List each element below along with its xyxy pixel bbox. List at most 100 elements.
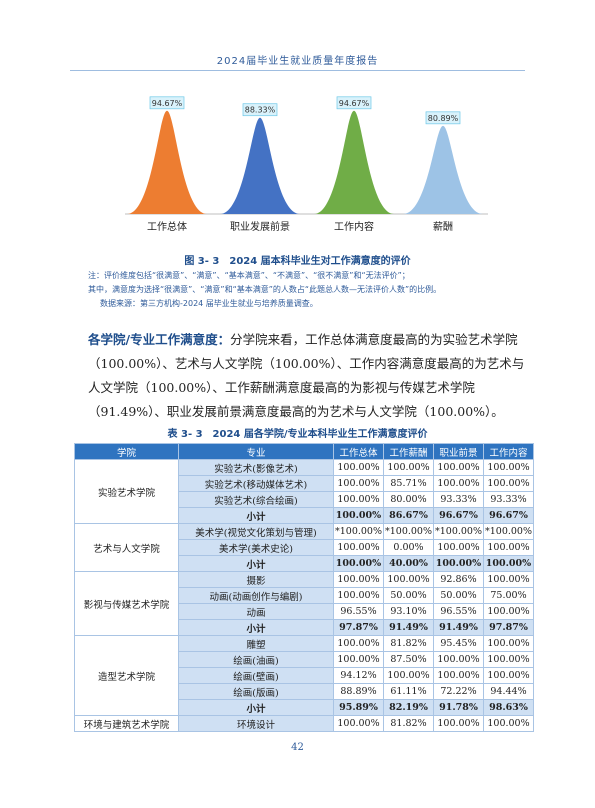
subtotal-label: 小计 xyxy=(178,619,334,636)
value-cell: 100.00% xyxy=(333,459,384,476)
value-cell: 100.00% xyxy=(333,555,384,572)
value-cell: *100.00% xyxy=(433,523,484,540)
college-cell: 造型艺术学院 xyxy=(74,635,179,716)
value-cell: 100.00% xyxy=(433,459,484,476)
header-prospect: 职业前景 xyxy=(433,443,484,460)
table-subtotal-row: 小计 97.87% 91.49% 91.49% 97.87% xyxy=(75,619,534,636)
value-cell: 94.44% xyxy=(483,683,534,700)
header-major: 专业 xyxy=(178,443,334,460)
value-cell: 91.49% xyxy=(383,619,434,636)
value-cell: 93.33% xyxy=(433,491,484,508)
value-cell: 81.82% xyxy=(383,715,434,732)
chart-category-label: 工作内容 xyxy=(334,220,374,233)
value-cell: 100.00% xyxy=(483,459,534,476)
value-cell: 100.00% xyxy=(483,715,534,732)
value-cell: 94.12% xyxy=(333,667,384,684)
value-cell: 93.10% xyxy=(383,603,434,620)
value-cell: 93.33% xyxy=(483,491,534,508)
value-cell: 100.00% xyxy=(483,603,534,620)
value-cell: 0.00% xyxy=(383,539,434,556)
value-cell: 72.22% xyxy=(433,683,484,700)
value-cell: 100.00% xyxy=(383,667,434,684)
value-cell: 88.89% xyxy=(333,683,384,700)
chart-peak xyxy=(403,125,483,214)
value-cell: 96.55% xyxy=(333,603,384,620)
value-cell: 100.00% xyxy=(333,491,384,508)
chart-category-label: 工作总体 xyxy=(147,220,187,233)
major-cell: 美术学(美术史论) xyxy=(178,539,334,556)
major-cell: 绘画(版画) xyxy=(178,683,334,700)
note-line-1: 注：评价维度包括“很满意”、“满意”、“基本满意”、“不满意”、“很不满意”和“… xyxy=(88,271,410,280)
value-cell: 61.11% xyxy=(383,683,434,700)
value-cell: 100.00% xyxy=(483,635,534,652)
value-cell: 95.89% xyxy=(333,699,384,716)
table-header-row: 学院 专业 工作总体 工作薪酬 职业前景 工作内容 xyxy=(74,443,534,460)
chart-peak xyxy=(220,117,300,214)
value-cell: 75.00% xyxy=(483,587,534,604)
value-cell: 91.78% xyxy=(433,699,484,716)
value-cell: 100.00% xyxy=(433,539,484,556)
value-cell: 100.00% xyxy=(483,475,534,492)
college-cell: 艺术与人文学院 xyxy=(74,523,179,572)
value-cell: 100.00% xyxy=(483,571,534,588)
table-caption: 表 3- 3 2024 届各学院/专业本科毕业生工作满意度评价 xyxy=(167,429,428,440)
report-header-title: 2024届毕业生就业质量年度报告 xyxy=(216,56,379,67)
value-cell: 100.00% xyxy=(383,459,434,476)
college-cell: 环境与建筑艺术学院 xyxy=(74,715,179,732)
value-cell: 100.00% xyxy=(433,667,484,684)
major-cell: 实验艺术(影像艺术) xyxy=(178,459,334,476)
value-cell: 95.45% xyxy=(433,635,484,652)
chart-value-label: 94.67% xyxy=(152,99,183,108)
value-cell: 50.00% xyxy=(433,587,484,604)
value-cell: 100.00% xyxy=(333,635,384,652)
chart-value-label-box xyxy=(149,96,185,110)
table-row: 实验艺术(综合绘画) 100.00% 80.00% 93.33% 93.33% xyxy=(75,491,534,508)
value-cell: 100.00% xyxy=(333,539,384,556)
value-cell: 87.50% xyxy=(383,651,434,668)
chart-value-label-box xyxy=(425,111,461,125)
table-row: 绘画(油画) 100.00% 87.50% 100.00% 100.00% xyxy=(75,651,534,668)
figure-caption: 图 3- 3 2024 届本科毕业生对工作满意度的评价 xyxy=(184,256,411,267)
value-cell: 50.00% xyxy=(383,587,434,604)
major-cell: 雕塑 xyxy=(178,635,334,652)
college-cell: 影视与传媒艺术学院 xyxy=(74,571,179,636)
chart-category-label: 职业发展前景 xyxy=(230,220,290,233)
value-cell: *100.00% xyxy=(333,523,384,540)
value-cell: 96.55% xyxy=(433,603,484,620)
page-number: 42 xyxy=(291,742,304,753)
table-row: 实验艺术学院 实验艺术(影像艺术) 100.00% 100.00% 100.00% 100… xyxy=(74,459,534,524)
table-row: 艺术与人文学院 美术学(视觉文化策划与管理) *100.00% *100.00% *10… xyxy=(74,523,534,572)
subtotal-label: 小计 xyxy=(178,699,334,716)
value-cell: 100.00% xyxy=(333,571,384,588)
table-row: 美术学(美术史论) 100.00% 0.00% 100.00% 100.00% xyxy=(75,539,534,556)
table-row: 环境与建筑艺术学院 环境设计 100.00% 81.82% 100.00% 100.00% xyxy=(74,715,534,732)
major-cell: 摄影 xyxy=(178,571,334,588)
major-cell: 绘画(油画) xyxy=(178,651,334,668)
value-cell: 96.67% xyxy=(483,507,534,524)
chart-peak xyxy=(127,110,207,214)
major-cell: 实验艺术(移动媒体艺术) xyxy=(178,475,334,492)
value-cell: 91.49% xyxy=(433,619,484,636)
value-cell: 97.87% xyxy=(333,619,384,636)
value-cell: 100.00% xyxy=(333,651,384,668)
value-cell: 97.87% xyxy=(483,619,534,636)
value-cell: 100.00% xyxy=(483,667,534,684)
paragraph-lead: 各学院/专业工作满意度： xyxy=(88,332,231,347)
header-overall: 工作总体 xyxy=(333,443,384,460)
data-source-note: 数据来源：第三方机构-2024 届毕业生就业与培养质量调查。 xyxy=(100,299,318,308)
chart-category-label: 薪酬 xyxy=(433,221,453,233)
value-cell: 100.00% xyxy=(433,715,484,732)
value-cell: 100.00% xyxy=(433,651,484,668)
body-paragraph: 各学院/专业工作满意度：分学院来看，工作总体满意度最高的为实验艺术学院（100.… xyxy=(88,328,528,424)
value-cell: 81.82% xyxy=(383,635,434,652)
header-content: 工作内容 xyxy=(483,443,534,460)
value-cell: 100.00% xyxy=(483,539,534,556)
value-cell: 100.00% xyxy=(433,555,484,572)
paragraph-text: 分学院来看，工作总体满意度最高的为实验艺术学院（100.00%）、艺术与人文学院… xyxy=(88,332,525,419)
value-cell: 100.00% xyxy=(333,475,384,492)
value-cell: 85.71% xyxy=(383,475,434,492)
value-cell: *100.00% xyxy=(383,523,434,540)
chart-value-label-box xyxy=(336,96,372,110)
value-cell: 92.86% xyxy=(433,571,484,588)
value-cell: 40.00% xyxy=(383,555,434,572)
